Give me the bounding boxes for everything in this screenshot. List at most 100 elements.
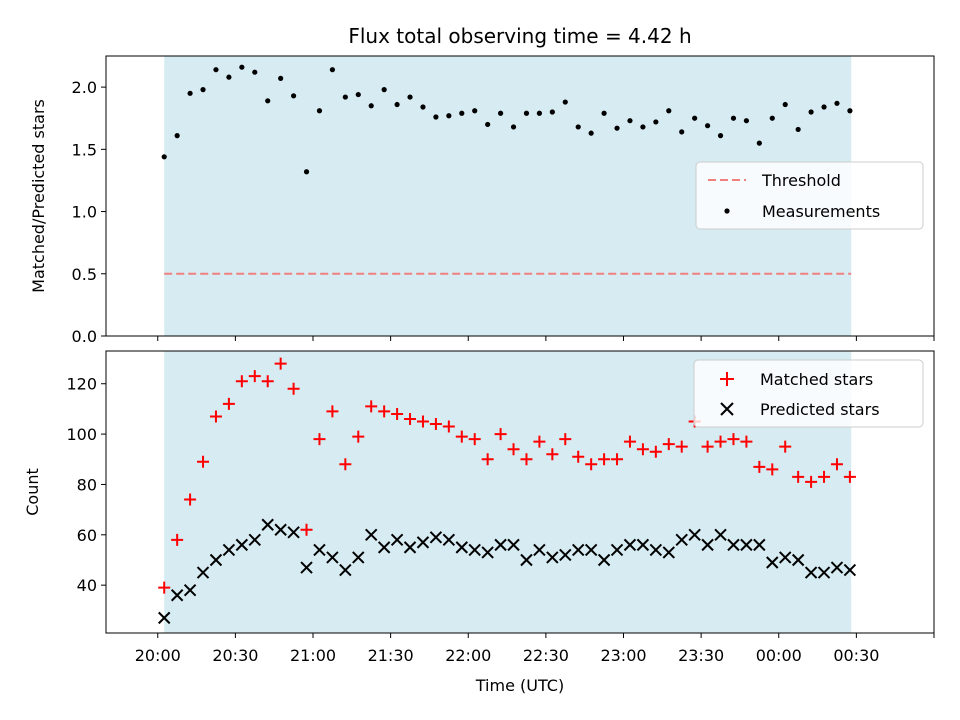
measurement-point [316,108,323,114]
measurement-point [588,130,594,136]
predicted-star-point [701,538,714,552]
legend-measurements-swatch [724,208,730,214]
legend-matched-label: Matched stars [760,370,873,389]
predicted-star-point [779,551,792,564]
x-axis-label: Time (UTC) [475,676,564,695]
x-tick-label: 20:00 [135,646,181,665]
matched-star-point [843,470,856,483]
count-legend-box [693,359,924,428]
predicted-star-point [623,538,637,552]
measurement-point [666,108,672,114]
predicted-star-point [546,551,559,564]
predicted-star-point [416,536,430,549]
matched-star-point [365,400,378,413]
predicted-star-point [662,546,675,559]
predicted-star-point [183,583,197,597]
matched-star-point [378,405,391,418]
predicted-star-point [597,553,611,567]
matched-star-point [546,448,559,461]
matched-star-point [248,370,261,383]
predicted-star-point [287,526,300,539]
count-legend: Matched stars Predicted stars [693,359,924,428]
x-tick-label: 22:00 [445,646,491,665]
measurement-point [368,103,374,109]
predicted-star-point [339,563,352,577]
predicted-star-point [766,556,779,569]
matched-star-point [468,433,481,446]
measurement-point [743,118,750,124]
matched-star-point [572,450,585,463]
measurement-point [640,124,646,130]
predicted-star-point [572,543,585,557]
matched-star-point [585,458,598,471]
measurement-point [290,93,297,99]
predicted-star-point [442,533,456,547]
matched-star-point [158,581,171,594]
matched-star-point [300,523,313,536]
y-tick-label: 2.0 [72,78,97,97]
matched-star-point [235,375,248,388]
y-tick-label: 0.0 [72,327,97,346]
matched-star-point [171,533,184,546]
matched-star-point [184,493,197,506]
x-tick-label: 22:30 [523,646,569,665]
predicted-star-point [222,543,236,557]
measurement-point [808,109,814,115]
predicted-star-point [520,553,533,567]
matched-star-point [805,475,818,488]
predicted-star-point [533,543,546,557]
measurement-point [472,108,478,114]
measurement-point [847,108,853,114]
legend-predicted-label: Predicted stars [760,400,880,419]
measurement-point [407,94,413,100]
matched-star-point [830,458,843,471]
predicted-star-point [688,528,701,542]
matched-star-point [391,407,404,420]
measurement-point [692,115,698,121]
measurement-point [730,115,737,121]
predicted-star-point [507,538,520,552]
predicted-star-points [158,518,857,625]
predicted-star-point [610,543,624,557]
legend-matched-swatch [720,372,734,386]
predicted-star-point [455,541,468,554]
matched-star-point [792,470,805,483]
matched-star-point [442,420,455,433]
measurement-point [226,74,232,80]
measurement-point [239,64,245,70]
measurement-point [614,125,620,131]
count-x-ticks: 20:00 20:30 21:00 21:30 22:00 22:30 23:00 23:30… [135,633,935,665]
y-tick-label: 1.5 [72,140,97,159]
x-tick-label: 23:00 [600,646,646,665]
y-tick-label: 40 [77,576,97,595]
matched-star-point [352,430,365,443]
y-tick-label: 100 [66,425,97,444]
predicted-star-point [170,589,184,602]
predicted-star-point [584,543,598,557]
measurement-point [446,113,452,119]
predicted-star-point [753,538,766,552]
ratio-panel: 0.00.51.01.52.0 Matched/Predicted stars … [29,55,935,346]
y-tick-label: 120 [66,375,97,394]
matched-star-point [533,435,546,448]
matched-star-point [598,453,611,466]
matched-star-point [662,438,675,451]
predicted-star-point [313,543,326,557]
ratio-y-axis-label: Matched/Predicted stars [29,99,48,293]
measurement-point [627,118,633,124]
predicted-star-point [248,533,261,547]
count-panel: 40 60 80 100 120 20:00 20:30 21:00 21:30 22:00 22… [23,350,935,695]
measurement-point [549,109,555,115]
measurement-point [795,126,801,133]
measurement-point [161,154,167,160]
predicted-star-point [817,566,831,579]
measurement-point [329,67,336,73]
x-tick-label: 23:30 [678,646,724,665]
x-tick-label: 00:30 [833,646,879,665]
measurement-point [485,121,491,128]
predicted-star-point [300,561,313,574]
predicted-star-point [830,561,844,574]
measurement-point [174,133,180,139]
ratio-plot-frame [105,55,935,337]
